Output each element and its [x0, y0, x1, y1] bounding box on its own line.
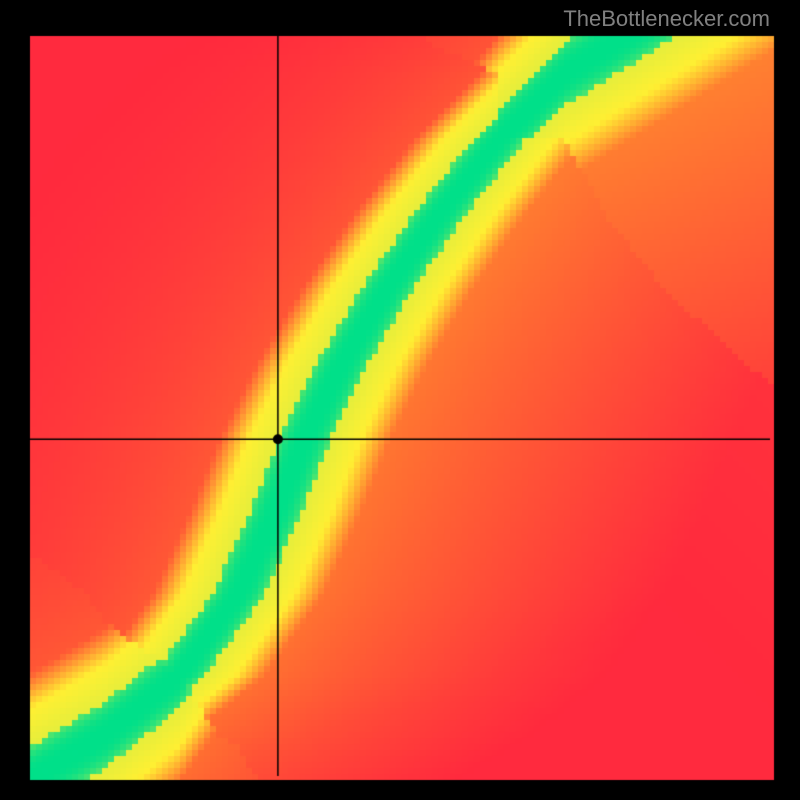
- chart-container: TheBottlenecker.com: [0, 0, 800, 800]
- heatmap-canvas: [0, 0, 800, 800]
- watermark-text: TheBottlenecker.com: [563, 6, 770, 32]
